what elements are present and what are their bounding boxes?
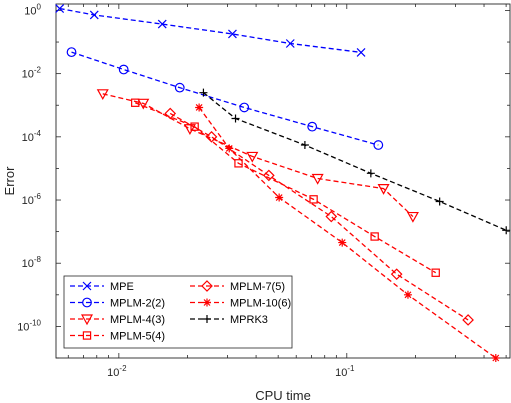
data-point-mplm-4-3: [246, 151, 259, 163]
data-point-mplm-5-4: [309, 195, 318, 204]
legend: MPE MPLM-2(2) MPLM-4(3) MPLM-5(4) MPLM-7(5) M…: [63, 275, 293, 349]
legend-label-mplm-10-6: MPLM-10(6): [230, 298, 291, 310]
series-line-mprk3: [203, 92, 507, 231]
data-point-mprk3: [300, 141, 309, 150]
series-line-mplm-7-5: [169, 112, 469, 321]
data-point-mpe: [285, 39, 295, 48]
legend-entry-mplm-5-4: MPLM-5(4): [70, 331, 165, 343]
legend-entry-mplm-7-5: MPLM-7(5): [190, 280, 285, 293]
data-point-mprk3: [366, 169, 375, 178]
data-point-mplm-7-5: [164, 107, 177, 120]
legend-marker-mplm-5-4: [82, 331, 92, 340]
data-point-mplm-2-2: [66, 47, 77, 58]
data-point-mplm-7-5: [262, 169, 275, 182]
y-tick-label: 100: [24, 2, 41, 17]
legend-marker-mplm-10-6: [203, 298, 211, 307]
data-point-mplm-7-5: [205, 130, 218, 143]
data-point-mplm-10-6: [225, 144, 234, 153]
series-layer: [55, 4, 511, 362]
legend-label-mpe: MPE: [110, 281, 134, 293]
legend-label-mplm-7-5: MPLM-7(5): [230, 281, 285, 293]
y-axis-label: Error: [2, 166, 17, 196]
legend-marker-mplm-7-5: [201, 280, 213, 292]
series-line-mpe: [59, 7, 362, 54]
data-point-mpe: [356, 47, 366, 57]
legend-marker-mplm-2-2: [82, 297, 92, 308]
y-tick-label: 10-8: [22, 255, 42, 270]
legend-entry-mprk3: MPRK3: [190, 314, 268, 326]
data-point-mpe: [228, 29, 237, 39]
data-point-mprk3: [502, 226, 511, 235]
data-point-mpe: [89, 10, 99, 20]
legend-marker-mprk3: [203, 315, 211, 323]
data-point-mplm-2-2: [118, 64, 129, 75]
legend-label-mprk3: MPRK3: [230, 314, 268, 326]
data-point-mplm-5-4: [131, 98, 140, 107]
legend-marker-mplm-4-3: [80, 314, 94, 326]
legend-entry-mplm-10-6: MPLM-10(6): [190, 298, 291, 310]
data-point-mplm-5-4: [370, 232, 379, 241]
legend-marker-mpe: [82, 281, 92, 291]
y-tick-label: 10-4: [22, 129, 42, 144]
data-point-mplm-2-2: [239, 102, 250, 113]
data-point-mplm-5-4: [234, 159, 243, 168]
data-point-mplm-2-2: [307, 121, 318, 132]
series-mprk3: [199, 88, 511, 235]
data-point-mplm-10-6: [338, 238, 347, 247]
series-mplm-7-5: [164, 107, 474, 326]
legend-entry-mplm-2-2: MPLM-2(2): [70, 298, 165, 310]
series-mplm-2-2: [66, 47, 384, 150]
data-point-mplm-2-2: [373, 140, 384, 150]
legend-label-mplm-5-4: MPLM-5(4): [110, 331, 165, 343]
x-tick-label: 10-2: [107, 364, 127, 379]
y-tick-label: 10-2: [22, 66, 42, 81]
legend-label-mplm-4-3: MPLM-4(3): [110, 314, 165, 326]
y-tick-label: 10-6: [22, 192, 42, 207]
y-tick-label: 10-10: [17, 318, 41, 333]
data-point-mprk3: [435, 197, 444, 206]
data-point-mplm-4-3: [137, 98, 150, 110]
data-point-mplm-10-6: [403, 290, 412, 299]
data-point-mplm-4-3: [377, 183, 390, 195]
series-line-mplm-4-3: [102, 93, 414, 218]
series-mpe: [55, 4, 366, 57]
data-point-mplm-10-6: [195, 103, 204, 112]
x-tick-label: 10-1: [335, 364, 355, 379]
data-point-mplm-2-2: [174, 82, 185, 93]
axes-box: [55, 3, 511, 359]
data-point-mprk3: [199, 88, 208, 97]
data-point-mpe: [55, 4, 65, 13]
data-point-mplm-10-6: [491, 354, 500, 362]
legend-label-mplm-2-2: MPLM-2(2): [110, 298, 165, 310]
legend-entry-mplm-4-3: MPLM-4(3): [70, 314, 165, 326]
series-line-mplm-2-2: [71, 51, 379, 146]
data-point-mplm-4-3: [311, 173, 324, 185]
data-point-mplm-4-3: [96, 89, 109, 101]
data-point-mplm-4-3: [406, 211, 419, 223]
series-line-mplm-10-6: [198, 107, 497, 359]
data-point-mplm-5-4: [190, 122, 199, 131]
data-point-mplm-7-5: [390, 268, 403, 281]
data-point-mprk3: [231, 114, 240, 123]
data-point-mplm-5-4: [431, 268, 440, 277]
data-point-mplm-7-5: [462, 314, 474, 326]
x-axis-label: CPU time: [255, 388, 311, 403]
series-line-mplm-5-4: [134, 102, 437, 274]
series-mplm-5-4: [131, 98, 440, 277]
axes: 10-2 10-1 100 10-2 10-4 10-6 10-8 10-10: [17, 2, 511, 379]
series-mplm-10-6: [195, 103, 500, 362]
data-point-mpe: [157, 19, 167, 29]
legend-entry-mpe: MPE: [70, 281, 134, 293]
data-point-mplm-10-6: [275, 193, 284, 202]
data-point-mplm-7-5: [325, 210, 338, 223]
